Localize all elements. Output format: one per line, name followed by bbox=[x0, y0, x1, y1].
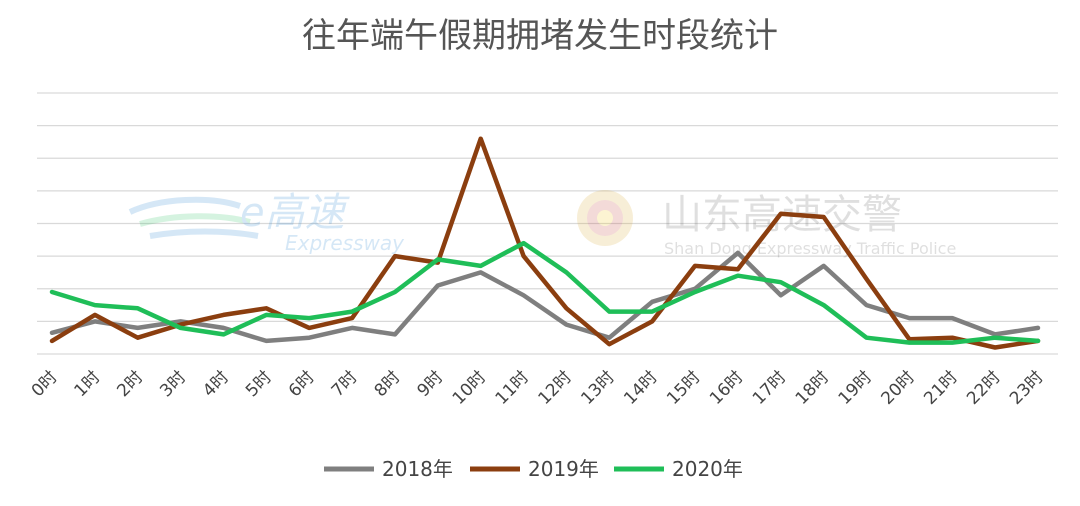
gridlines bbox=[37, 92, 1058, 355]
x-tick-label: 20时 bbox=[877, 367, 918, 408]
x-tick-label: 21时 bbox=[920, 367, 961, 408]
x-tick-label: 4时 bbox=[199, 367, 233, 401]
chart-title: 往年端午假期拥堵发生时段统计 bbox=[302, 16, 778, 56]
expressway-logo: e高速 Expressway bbox=[128, 190, 405, 255]
watermark-logo2-sub: Shan Dong Expressway Traffic Police bbox=[664, 239, 956, 258]
x-tick-label: 8时 bbox=[371, 367, 405, 401]
x-tick-label: 19时 bbox=[835, 367, 876, 408]
legend-label: 2019年 bbox=[528, 457, 599, 481]
series-line-2019年 bbox=[49, 136, 1041, 350]
series-line-2018年 bbox=[49, 250, 1041, 344]
watermark-logo1-sub: Expressway bbox=[285, 231, 405, 255]
x-tick-label: 16时 bbox=[706, 367, 747, 408]
x-tick-label: 22时 bbox=[963, 367, 1004, 408]
legend-label: 2020年 bbox=[672, 457, 743, 481]
x-tick-label: 6时 bbox=[285, 367, 319, 401]
watermark-logo1-text: e高速 bbox=[240, 190, 351, 236]
x-tick-label: 2时 bbox=[113, 367, 147, 401]
x-tick-label: 18时 bbox=[792, 367, 833, 408]
x-tick-label: 0时 bbox=[28, 367, 62, 401]
x-tick-label: 7时 bbox=[328, 367, 362, 401]
x-tick-label: 11时 bbox=[492, 367, 533, 408]
police-badge-icon bbox=[577, 190, 633, 246]
x-tick-label: 1时 bbox=[71, 367, 105, 401]
x-tick-label: 23时 bbox=[1006, 367, 1047, 408]
x-tick-label: 12时 bbox=[535, 367, 576, 408]
x-tick-label: 5时 bbox=[242, 367, 276, 401]
x-tick-label: 17时 bbox=[749, 367, 790, 408]
x-tick-label: 15时 bbox=[663, 367, 704, 408]
x-tick-label: 13时 bbox=[577, 367, 618, 408]
series-line-2020年 bbox=[49, 240, 1041, 345]
series-lines bbox=[49, 136, 1041, 350]
legend: 2018年 2019年 2020年 bbox=[324, 457, 743, 481]
x-tick-label: 9时 bbox=[414, 367, 448, 401]
x-tick-label: 3时 bbox=[156, 367, 190, 401]
legend-label: 2018年 bbox=[382, 457, 453, 481]
x-axis-ticks: 0时 1时 2时 3时 4时 5时 6时 7时 8时 9时 10时 11时 12时 13时 14时 15时 16… bbox=[28, 367, 1048, 408]
x-tick-label: 14时 bbox=[620, 367, 661, 408]
x-tick-label: 10时 bbox=[449, 367, 490, 408]
